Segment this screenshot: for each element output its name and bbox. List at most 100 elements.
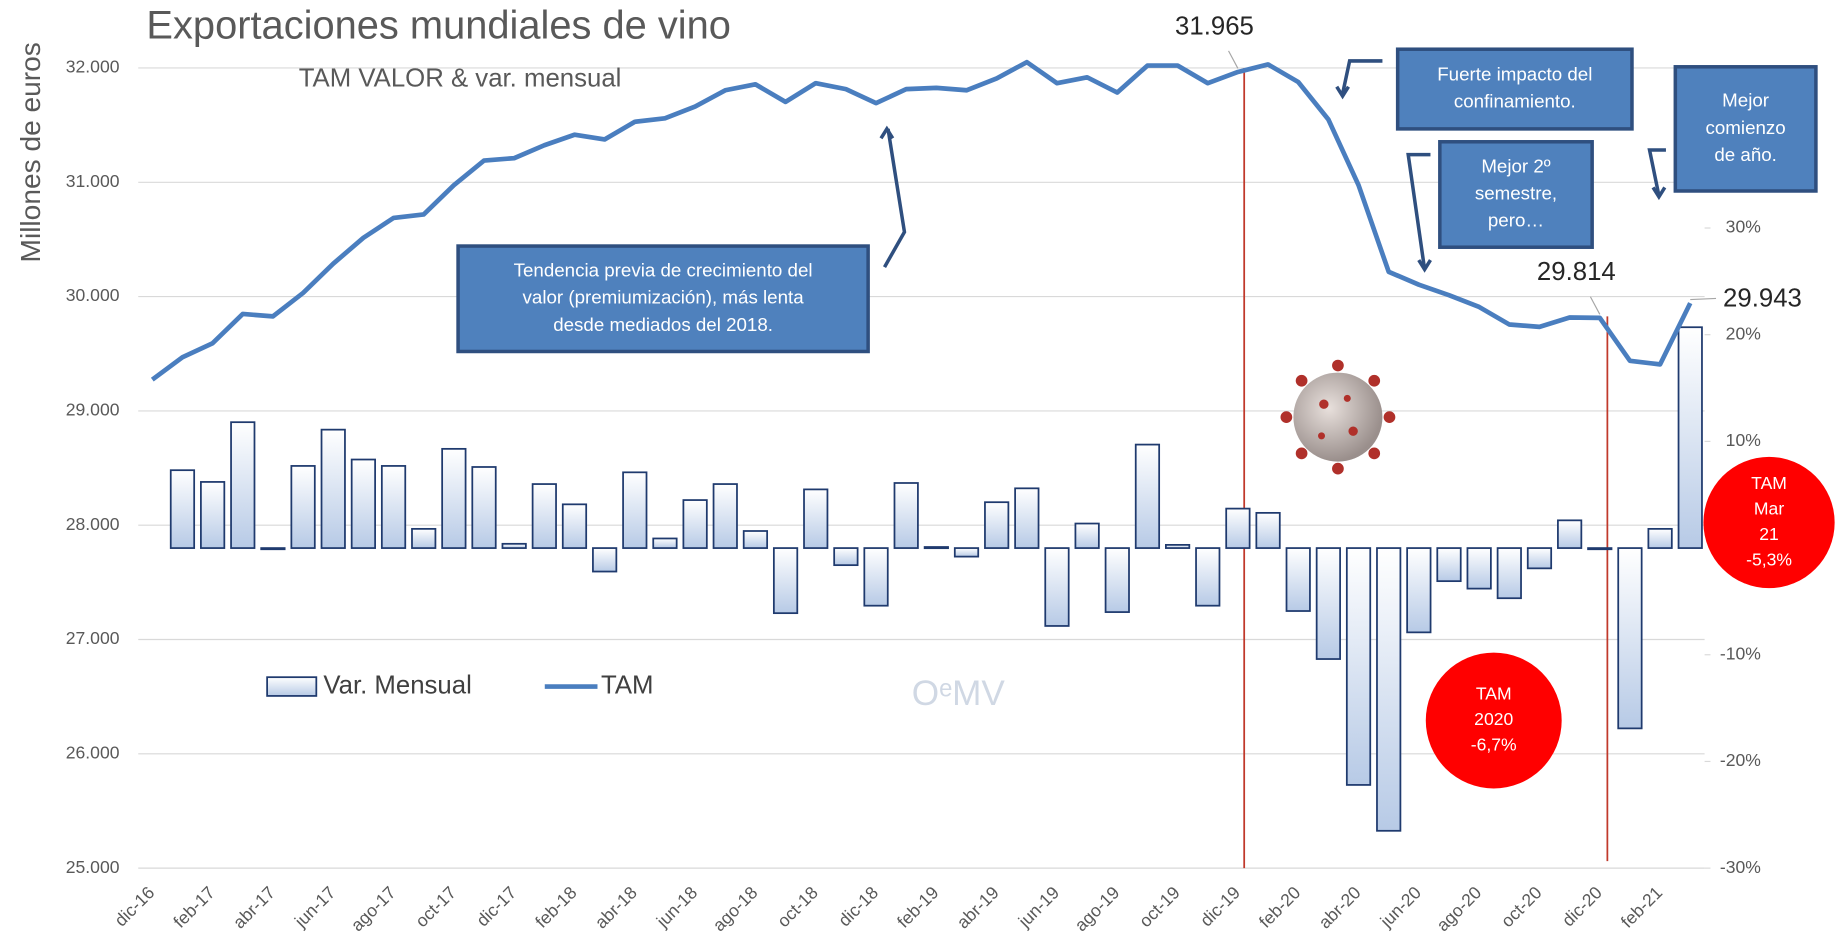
- bar: [533, 484, 556, 548]
- bar: [1467, 548, 1490, 589]
- x-tick-label: dic-17: [472, 882, 520, 930]
- bar: [804, 489, 827, 548]
- x-tick-label: abr-20: [1315, 882, 1365, 932]
- y-tick-label: 25.000: [66, 857, 120, 877]
- annotation-text: desde mediados del 2018.: [553, 314, 773, 335]
- bar: [291, 466, 314, 548]
- x-tick-label: oct-17: [411, 882, 460, 931]
- bar: [563, 504, 586, 548]
- data-label: 29.814: [1537, 258, 1616, 286]
- annotation-text: comienzo: [1706, 117, 1786, 138]
- x-tick-label: dic-16: [110, 882, 158, 930]
- bar: [834, 548, 857, 565]
- bar: [1226, 509, 1249, 548]
- bar: [261, 548, 284, 549]
- annotation-text: -5,3%: [1746, 549, 1792, 569]
- bar: [231, 422, 254, 548]
- y-tick-label: 28.000: [66, 514, 120, 534]
- bar: [352, 460, 375, 549]
- y-tick-label: 29.000: [66, 400, 120, 420]
- x-tick-label: dic-18: [834, 882, 882, 930]
- annotation-box: [1398, 49, 1632, 129]
- bar: [714, 484, 737, 548]
- bar: [1106, 548, 1129, 612]
- bar: [653, 538, 676, 548]
- annotation-text: -6,7%: [1471, 735, 1517, 755]
- bar: [1317, 548, 1340, 659]
- chart: Exportaciones mundiales de vino TAM VALO…: [0, 0, 1837, 949]
- arrow: [1408, 155, 1430, 270]
- bar: [744, 531, 767, 548]
- x-tick-label: feb-19: [893, 882, 942, 931]
- annotation-text: pero…: [1488, 210, 1544, 231]
- legend-swatch: [267, 677, 316, 696]
- annotation-text: 21: [1759, 524, 1779, 544]
- x-tick-label: abr-18: [591, 882, 641, 932]
- x-tick-label: feb-17: [169, 882, 218, 931]
- label-leader: [1229, 51, 1238, 69]
- x-tick-label: jun-17: [290, 882, 339, 931]
- bar: [1196, 548, 1219, 606]
- x-tick-label: feb-20: [1255, 882, 1305, 932]
- x-tick-label: ago-20: [1432, 882, 1485, 935]
- bar: [1648, 529, 1671, 548]
- bar: [925, 547, 948, 548]
- bar: [774, 548, 797, 613]
- annotation-text: Tendencia previa de crecimiento del: [514, 260, 813, 281]
- bar: [472, 467, 495, 548]
- bar: [442, 449, 465, 548]
- annotation-text: confinamiento.: [1454, 91, 1576, 112]
- bar: [1528, 548, 1551, 568]
- bar: [322, 430, 345, 548]
- bar: [864, 548, 887, 606]
- bar: [1015, 488, 1038, 548]
- bar: [1256, 513, 1279, 548]
- bar: [171, 470, 194, 548]
- virus-icon: [1281, 360, 1396, 475]
- bar: [1558, 520, 1581, 548]
- x-tick-label: oct-19: [1135, 882, 1184, 931]
- y2-tick-label: -20%: [1720, 750, 1761, 770]
- x-tick-label: ago-18: [709, 882, 762, 935]
- y-axis-label: Millones de euros: [15, 42, 46, 262]
- bar: [1075, 524, 1098, 549]
- bar: [894, 483, 917, 548]
- x-tick-label: feb-18: [531, 882, 580, 931]
- bar: [1437, 548, 1460, 581]
- x-tick-label: oct-18: [773, 882, 822, 931]
- y-tick-label: 32.000: [66, 57, 120, 77]
- x-tick-label: jun-18: [652, 882, 701, 931]
- y2-tick-label: 10%: [1726, 430, 1761, 450]
- y2-tick-label: -10%: [1720, 643, 1761, 663]
- bar: [683, 500, 706, 548]
- arrow: [885, 129, 905, 267]
- y-tick-label: 31.000: [66, 171, 120, 191]
- x-tick-label: abr-17: [229, 882, 279, 932]
- x-tick-label: dic-19: [1196, 882, 1244, 930]
- annotation-text: valor (premiumización), más lenta: [523, 287, 805, 308]
- x-tick-label: ago-19: [1071, 882, 1124, 935]
- bar: [201, 482, 224, 548]
- data-label: 29.943: [1723, 284, 1802, 312]
- label-leader: [1590, 297, 1599, 315]
- x-tick-label: ago-17: [347, 882, 400, 935]
- x-tick-label: jun-20: [1376, 882, 1426, 932]
- bar: [1588, 548, 1611, 549]
- bar: [1498, 548, 1521, 598]
- bar: [985, 502, 1008, 548]
- chart-subtitle: TAM VALOR & var. mensual: [299, 64, 622, 92]
- bar: [1679, 327, 1702, 548]
- x-tick-label: dic-20: [1558, 882, 1606, 930]
- legend-label: Var. Mensual: [323, 671, 471, 699]
- bar: [1407, 548, 1430, 632]
- y-tick-label: 30.000: [66, 285, 120, 305]
- bar: [1136, 445, 1159, 548]
- data-label: 31.965: [1175, 12, 1254, 40]
- x-tick-label: feb-21: [1617, 882, 1666, 931]
- x-tick-label: abr-19: [953, 882, 1003, 932]
- annotation-text: Mejor 2º: [1481, 155, 1550, 176]
- bar: [955, 548, 978, 557]
- y-tick-label: 26.000: [66, 742, 120, 762]
- bar: [1287, 548, 1310, 611]
- watermark: OᵉMV: [912, 674, 1006, 713]
